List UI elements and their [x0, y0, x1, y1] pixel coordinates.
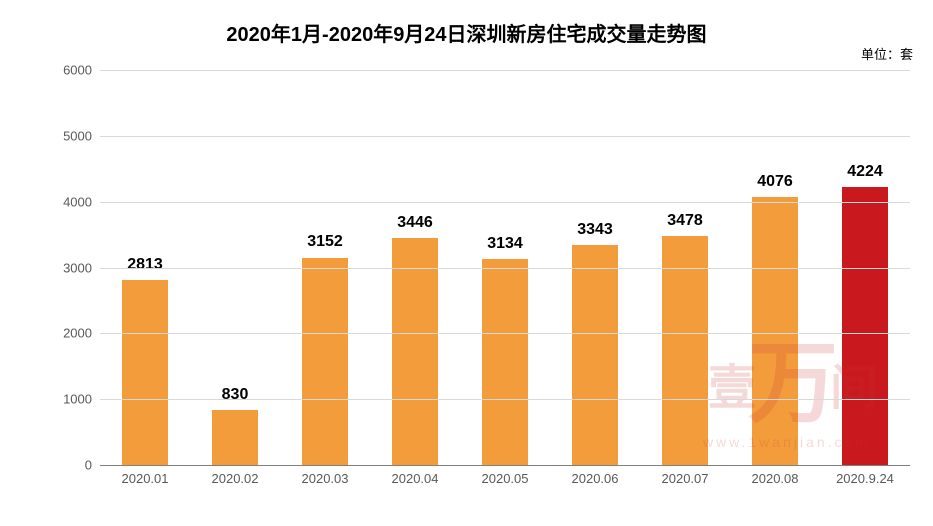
- bar-value-label: 3134: [465, 235, 545, 253]
- y-tick-label: 0: [85, 458, 92, 473]
- gridline: [100, 70, 910, 71]
- bar-value-label: 4224: [825, 163, 905, 181]
- bar: [842, 187, 889, 465]
- bar: [752, 197, 799, 465]
- bar-value-label: 3478: [645, 212, 725, 230]
- x-tick-label: 2020.05: [482, 471, 529, 486]
- bar: [572, 245, 619, 465]
- bar: [302, 258, 349, 466]
- chart-title: 2020年1月-2020年9月24日深圳新房住宅成交量走势图: [0, 18, 933, 47]
- x-tick-label: 2020.08: [752, 471, 799, 486]
- y-tick-label: 4000: [63, 194, 92, 209]
- x-tick-label: 2020.06: [572, 471, 619, 486]
- bar: [122, 280, 169, 465]
- gridline: [100, 268, 910, 269]
- x-tick-label: 2020.01: [122, 471, 169, 486]
- x-axis-line: [100, 465, 910, 466]
- x-tick-label: 2020.03: [302, 471, 349, 486]
- y-tick-label: 2000: [63, 326, 92, 341]
- y-tick-label: 5000: [63, 128, 92, 143]
- bar-value-label: 2813: [105, 256, 185, 274]
- bar: [212, 410, 259, 465]
- x-axis: 2020.01 2020.02 2020.03 2020.04 2020.05 2020.…: [100, 465, 910, 490]
- bar-value-label: 3446: [375, 214, 455, 232]
- y-axis: 0100020003000400050006000: [60, 70, 100, 490]
- gridline: [100, 333, 910, 334]
- x-tick-label: 2020.9.24: [836, 471, 894, 486]
- gridline: [100, 399, 910, 400]
- x-tick-label: 2020.02: [212, 471, 259, 486]
- bar: [482, 259, 529, 465]
- gridline: [100, 202, 910, 203]
- x-tick-label: 2020.07: [662, 471, 709, 486]
- bar-value-label: 4076: [735, 173, 815, 191]
- y-tick-label: 6000: [63, 63, 92, 78]
- plot-area: 0100020003000400050006000 28138303152344…: [60, 70, 910, 490]
- unit-label: 单位：套: [861, 44, 913, 63]
- chart-container: 2020年1月-2020年9月24日深圳新房住宅成交量走势图 单位：套 0 100…: [0, 0, 933, 526]
- gridline: [100, 136, 910, 137]
- bar-value-label: 3343: [555, 221, 635, 239]
- y-tick-label: 1000: [63, 392, 92, 407]
- x-tick-label: 2020.04: [392, 471, 439, 486]
- bar-value-label: 3152: [285, 233, 365, 251]
- bar: [392, 238, 439, 465]
- bar-value-label: 830: [195, 386, 275, 404]
- bar: [662, 236, 709, 465]
- y-tick-label: 3000: [63, 260, 92, 275]
